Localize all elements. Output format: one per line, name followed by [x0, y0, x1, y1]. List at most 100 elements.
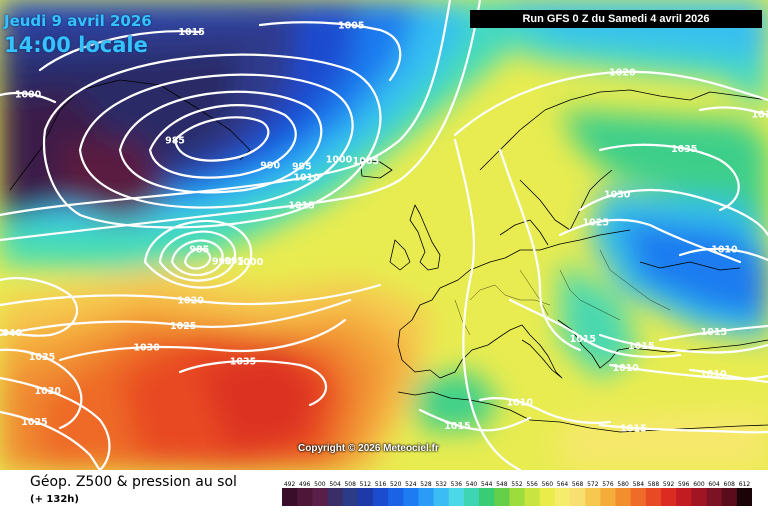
- isobar-label: 1025: [583, 218, 609, 229]
- isobar-995-iceland: [118, 90, 323, 194]
- isobar-1015-top: [38, 30, 202, 72]
- isobar-1010-se: [608, 363, 768, 380]
- isobar-1025-east: [558, 218, 742, 264]
- isobar-1040-west: [0, 277, 79, 337]
- coastline-denmark: [499, 219, 549, 246]
- isobar-1015-mid: [0, 0, 482, 242]
- legend-swatch: [282, 488, 298, 506]
- legend-value: 524: [405, 481, 417, 488]
- isobar-label: 1035: [671, 144, 697, 155]
- legend-value: 516: [375, 481, 387, 488]
- isobar-label: 1010: [700, 369, 727, 380]
- isobar-label: 1040: [0, 328, 22, 339]
- legend-swatch: [463, 488, 480, 506]
- legend-swatch: [433, 488, 450, 506]
- legend-swatch: [403, 488, 419, 506]
- isobar-label: 1015: [751, 110, 768, 121]
- legend-value: 536: [451, 481, 463, 488]
- legend-value: 512: [360, 481, 372, 488]
- legend-value: 588: [648, 481, 660, 488]
- legend-swatch: [630, 488, 647, 506]
- isobar-label: 1010: [612, 363, 639, 374]
- isobar-1000-small: [143, 219, 253, 289]
- isobar-label: 1035: [29, 352, 55, 363]
- legend-swatch: [524, 488, 541, 506]
- legend-value: 580: [617, 481, 629, 488]
- isobar-1015-ne: [698, 106, 768, 117]
- legend-value: 532: [435, 481, 447, 488]
- isobar-1030-east: [578, 188, 768, 237]
- coastline-scandinavia: [479, 89, 768, 171]
- isobar-label: 1010: [293, 173, 320, 184]
- legend-swatch: [418, 488, 435, 506]
- legend-swatch: [570, 488, 586, 506]
- isobar-label: 1030: [604, 189, 631, 200]
- isobar-1000-iceland: [78, 73, 354, 209]
- isobar-1030-west: [0, 376, 111, 470]
- isobar-1025-west: [0, 410, 102, 470]
- isobar-1015-balkans: [508, 298, 682, 358]
- isobar-label: 1010: [711, 245, 738, 256]
- coastline-north-europe: [439, 229, 631, 289]
- color-scale-legend: 492 496 500 504 508 512 516 520 524 528 532 536 540 5…: [282, 481, 752, 506]
- isobar-label: 1005: [338, 21, 364, 32]
- isobar-label: 1015: [444, 421, 470, 432]
- isobar-label: 1015: [288, 200, 314, 211]
- legend-value: 612: [739, 481, 751, 488]
- isobar-label: 1005: [353, 156, 379, 167]
- legend-swatch: [554, 488, 571, 506]
- isobar-label: 1025: [21, 417, 47, 428]
- isobar-label: 995: [224, 256, 244, 267]
- isobar-1035-scand: [598, 143, 740, 212]
- coastline-baltic: [519, 169, 613, 231]
- legend-value: 504: [329, 481, 341, 488]
- forecast-date: Jeudi 9 avril 2026: [4, 12, 152, 30]
- legend-swatch: [479, 488, 495, 506]
- isobar-label: 1000: [15, 89, 42, 100]
- borders: [454, 249, 671, 336]
- isobar-label: 985: [165, 136, 185, 147]
- chart-title: Géop. Z500 & pression au sol: [30, 474, 237, 490]
- isobar-1000-north: [0, 91, 57, 104]
- isobar-label: 995: [292, 162, 312, 173]
- isobar-995-small: [158, 230, 237, 282]
- isobar-label: 1000: [326, 154, 353, 165]
- legend-value: 552: [511, 481, 523, 488]
- legend-swatch: [372, 488, 389, 506]
- isobar-label: 990: [212, 256, 232, 267]
- legend-swatch: [645, 488, 662, 506]
- legend-value: 560: [542, 481, 554, 488]
- legend-value: 548: [496, 481, 508, 488]
- coastline-ireland: [389, 239, 411, 271]
- legend-value: 500: [314, 481, 326, 488]
- isobar-1005-top: [258, 21, 402, 82]
- isobar-label: 1015: [178, 27, 204, 38]
- legend-value: 496: [299, 481, 311, 488]
- isobar-1005-iceland: [43, 53, 382, 229]
- isobar-label: 1020: [177, 296, 204, 307]
- isobar-1010-africa: [478, 396, 612, 424]
- legend-swatch: [736, 488, 752, 506]
- coastline-britain: [409, 204, 441, 271]
- legend-swatch: [539, 488, 556, 506]
- coastline-greenland: [9, 79, 251, 191]
- isobar-label: 985: [189, 244, 209, 255]
- forecast-lead-time: (+ 132h): [30, 494, 79, 505]
- isobar-985-iceland: [173, 116, 270, 162]
- legend-swatch: [297, 488, 313, 506]
- isobars: [0, 0, 768, 470]
- legend-swatch: [448, 488, 465, 506]
- isobar-label: 1025: [170, 321, 196, 332]
- run-banner: Run GFS 0 Z du Samedi 4 avril 2026: [470, 10, 762, 28]
- isobar-label: 1010: [506, 397, 533, 408]
- copyright: Copyright © 2026 Meteociel.fr: [298, 443, 439, 454]
- legend-swatch: [357, 488, 374, 506]
- isobar-label: 1020: [609, 67, 636, 78]
- isobar-label: 1015: [570, 334, 596, 345]
- isobar-label: 1035: [230, 357, 256, 368]
- isobar-label: 1015: [628, 341, 654, 352]
- coastline-iceland: [359, 159, 393, 179]
- legend-value: 508: [344, 481, 356, 488]
- isobar-label: 1015: [701, 327, 727, 338]
